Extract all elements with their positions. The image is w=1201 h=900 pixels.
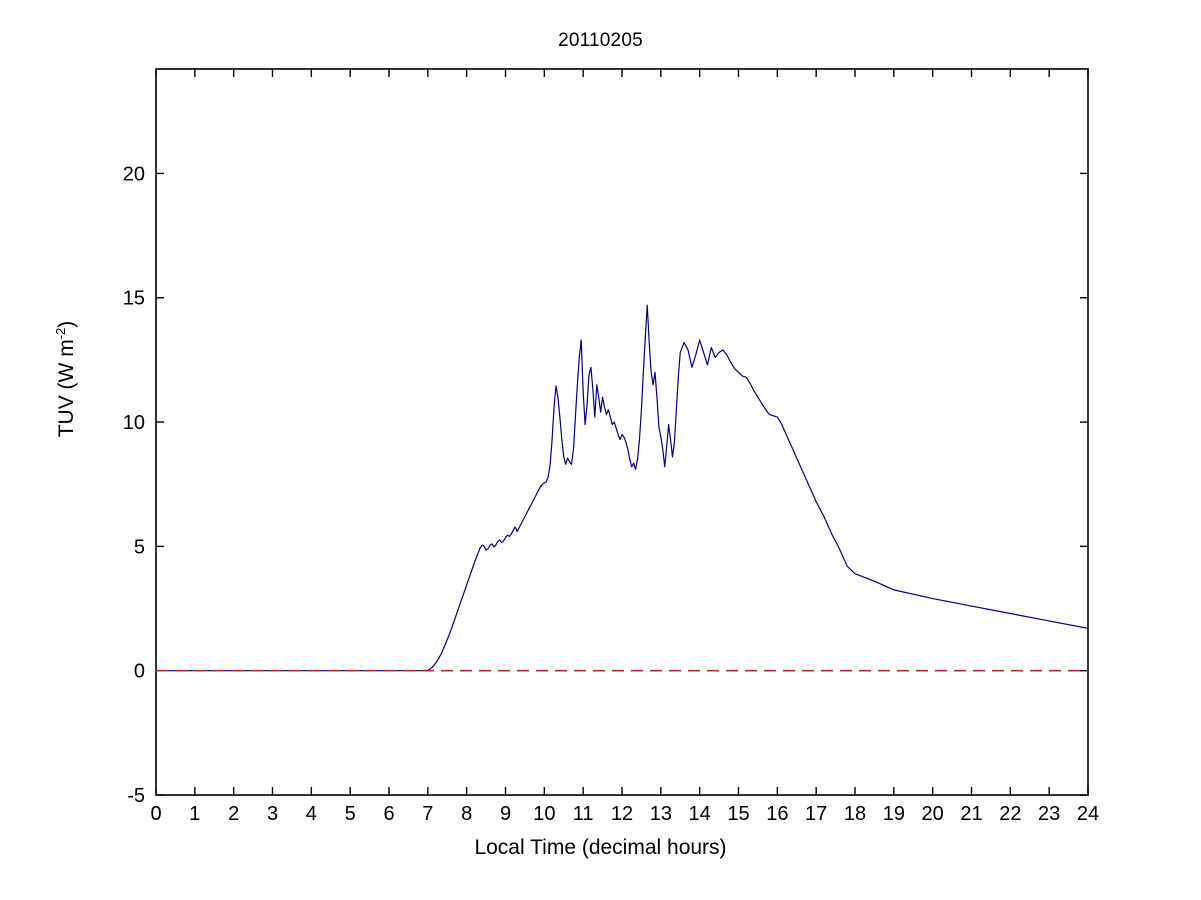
x-tick-label: 22 — [999, 803, 1021, 825]
x-tick-label: 23 — [1038, 803, 1060, 825]
x-tick-label: 20 — [922, 803, 944, 825]
x-tick-label: 13 — [650, 803, 672, 825]
x-tick-label: 0 — [150, 803, 161, 825]
y-tick-label: 5 — [134, 536, 145, 558]
x-tick-label: 24 — [1077, 803, 1099, 825]
y-axis-label-exponent: -2 — [53, 327, 68, 340]
y-tick-label: 0 — [134, 661, 145, 683]
y-tick-label: 10 — [123, 412, 145, 434]
x-tick-label: 21 — [960, 803, 982, 825]
x-tick-label: 12 — [611, 803, 633, 825]
x-tick-label: 15 — [727, 803, 749, 825]
chart-title: 20110205 — [558, 30, 643, 51]
x-tick-label: 9 — [500, 803, 511, 825]
x-tick-label: 7 — [422, 803, 433, 825]
x-tick-label: 2 — [228, 803, 239, 825]
plot-box-border — [155, 68, 1089, 796]
x-tick-label: 6 — [383, 803, 394, 825]
x-tick-label: 11 — [573, 803, 594, 825]
x-tick-label: 10 — [533, 803, 555, 825]
x-tick-label: 14 — [689, 803, 711, 825]
x-tick-label: 3 — [267, 803, 278, 825]
series-line-TUV — [156, 304, 1088, 672]
x-tick-label: 19 — [883, 803, 905, 825]
x-tick-label: 8 — [461, 803, 472, 825]
y-tick-label: -5 — [127, 785, 145, 807]
y-tick-label: 20 — [123, 163, 145, 185]
y-tick-label: 15 — [123, 288, 145, 310]
x-axis-label: Local Time (decimal hours) — [474, 836, 727, 859]
x-tick-label: 4 — [306, 803, 317, 825]
y-axis-label-close: ) — [55, 320, 78, 328]
x-tick-label: 16 — [766, 803, 788, 825]
y-axis-label-main: TUV (W m — [55, 339, 78, 438]
x-tick-label: 5 — [345, 803, 356, 825]
x-tick-label: 17 — [805, 803, 827, 825]
x-tick-label: 1 — [189, 803, 200, 825]
y-axis-label: TUV (W m-2) — [53, 249, 79, 509]
x-tick-label: 18 — [844, 803, 866, 825]
